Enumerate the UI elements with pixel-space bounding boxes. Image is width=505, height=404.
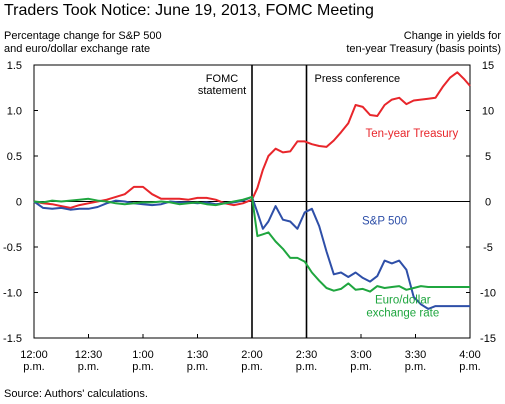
x-tick-label-period: p.m. (350, 361, 371, 373)
left-y-tick-label: 1.0 (7, 106, 22, 118)
left-y-tick-label: -1.5 (3, 333, 22, 345)
x-tick-label: 12:00 (20, 349, 48, 361)
right-axis-title-line-1: Change in yields for (403, 30, 501, 42)
series-line-euro-dollar-exchange-rate (33, 195, 470, 293)
source-note: Source: Authors' calculations. (4, 388, 148, 400)
x-tick-label-period: p.m. (187, 361, 208, 373)
left-axis-title-line-1: Percentage change for S&P 500 (4, 30, 162, 42)
left-y-tick-label: 0.5 (7, 151, 22, 163)
x-tick-label: 2:30 (296, 349, 317, 361)
right-y-tick-label: 15 (482, 60, 494, 72)
left-y-tick-label: -1.0 (3, 288, 22, 300)
x-tick-label-period: p.m. (241, 361, 262, 373)
x-tick-label: 3:00 (350, 349, 371, 361)
series-label-euro-dollar-exchange-rate: exchange rate (366, 307, 439, 319)
press-conference-label: Press conference (315, 73, 401, 85)
right-y-tick-label: 5 (485, 151, 491, 163)
fomc-statement-label: FOMC (206, 73, 238, 85)
x-tick-label-period: p.m. (459, 361, 480, 373)
x-tick-label-period: p.m. (78, 361, 99, 373)
x-tick-label: 2:00 (241, 349, 262, 361)
x-tick-label: 1:30 (187, 349, 208, 361)
x-tick-label: 1:00 (132, 349, 153, 361)
right-y-tick-label: -10 (480, 288, 496, 300)
right-y-tick-label: 10 (482, 106, 494, 118)
right-y-tick-label: -5 (483, 242, 493, 254)
x-tick-label-period: p.m. (23, 361, 44, 373)
x-tick-label: 4:00 (459, 349, 480, 361)
right-axis-title-line-2: ten-year Treasury (basis points) (346, 43, 501, 55)
right-y-tick-label: -15 (480, 333, 496, 345)
x-tick-label-period: p.m. (132, 361, 153, 373)
left-axis-title: Percentage change for S&P 500 and euro/d… (4, 30, 162, 56)
right-y-tick-label: 0 (485, 197, 491, 209)
fomc-statement-label-line-2: statement (198, 85, 246, 97)
left-y-tick-label: 0 (16, 197, 22, 209)
left-y-tick-label: 1.5 (7, 60, 22, 72)
left-y-tick-label: -0.5 (3, 242, 22, 254)
series-line-ten-year-treasury (33, 71, 471, 209)
series-label-s-p-500: S&P 500 (362, 215, 407, 227)
series-label-ten-year-treasury: Ten-year Treasury (366, 128, 459, 140)
right-axis-title: Change in yields for ten-year Treasury (… (346, 30, 501, 56)
left-axis-title-line-2: and euro/dollar exchange rate (4, 43, 151, 55)
chart-title: Traders Took Notice: June 19, 2013, FOMC… (4, 2, 374, 19)
series-label-euro-dollar-exchange-rate: Euro/dollar (375, 294, 431, 306)
x-tick-label-period: p.m. (296, 361, 317, 373)
x-tick-label-period: p.m. (405, 361, 426, 373)
x-tick-label: 3:30 (405, 349, 426, 361)
x-tick-label: 12:30 (75, 349, 103, 361)
series-line-s-p-500 (33, 195, 470, 310)
